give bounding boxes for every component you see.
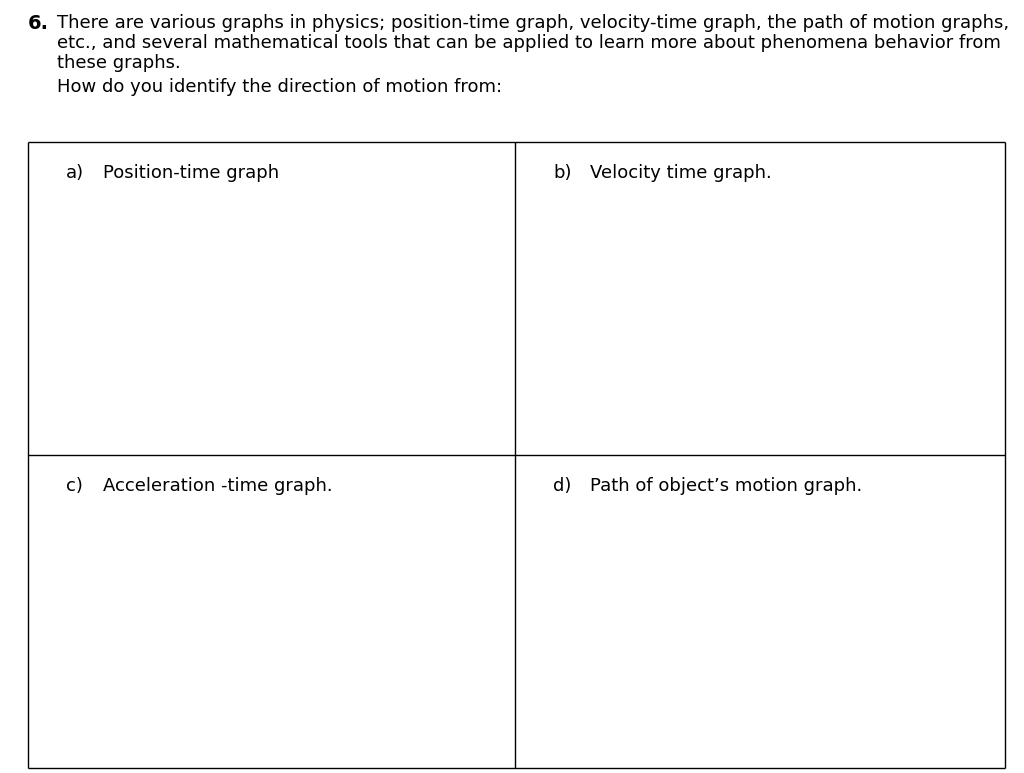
Text: There are various graphs in physics; position-time graph, velocity-time graph, t: There are various graphs in physics; pos…	[57, 14, 1009, 32]
Text: these graphs.: these graphs.	[57, 54, 181, 72]
Text: etc., and several mathematical tools that can be applied to learn more about phe: etc., and several mathematical tools tha…	[57, 34, 1000, 52]
Text: How do you identify the direction of motion from:: How do you identify the direction of mot…	[57, 78, 502, 96]
Text: a): a)	[66, 164, 84, 182]
Text: Path of object’s motion graph.: Path of object’s motion graph.	[590, 477, 862, 495]
Text: Acceleration -time graph.: Acceleration -time graph.	[103, 477, 333, 495]
Text: 6.: 6.	[28, 14, 49, 33]
Text: d): d)	[553, 477, 571, 495]
Text: b): b)	[553, 164, 571, 182]
Text: Position-time graph: Position-time graph	[103, 164, 280, 182]
Text: Velocity time graph.: Velocity time graph.	[590, 164, 772, 182]
Text: c): c)	[66, 477, 83, 495]
